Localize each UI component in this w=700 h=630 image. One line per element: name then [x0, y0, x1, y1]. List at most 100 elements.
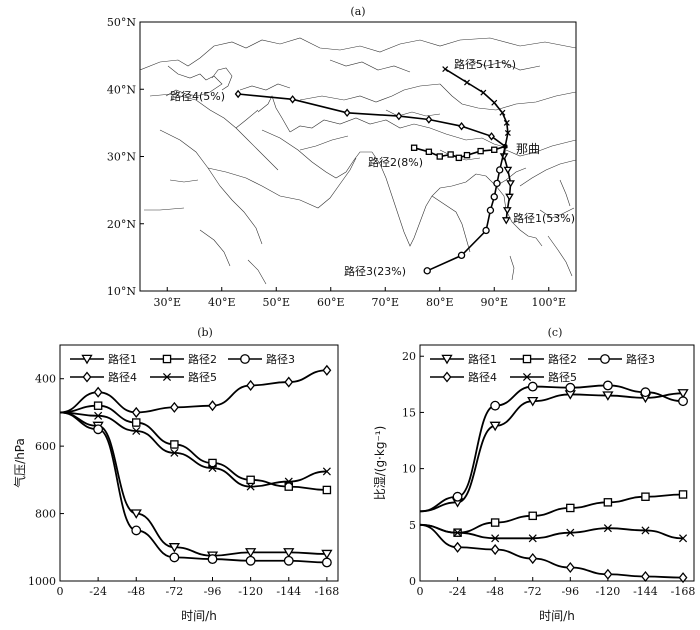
y-tick-label: 10	[402, 463, 416, 476]
series-3-point	[321, 557, 332, 568]
x-tick-label: -48	[127, 585, 145, 598]
series-3-point	[565, 382, 576, 393]
legend-label: 路径4	[468, 371, 497, 384]
route-2-marker	[436, 153, 443, 160]
route-4-marker	[395, 111, 403, 121]
series-4-point	[678, 572, 688, 584]
series-4-point	[641, 570, 650, 583]
legend-marker	[81, 354, 93, 365]
series-3-point	[169, 552, 180, 563]
lat-tick-label: 40°N	[107, 83, 136, 96]
map-panel: (a)	[107, 5, 577, 309]
series-3-point	[131, 525, 142, 536]
legend-marker	[441, 354, 453, 365]
route-3-marker	[490, 193, 498, 201]
route-2-marker	[463, 151, 471, 159]
lon-tick-label: 30°E	[153, 296, 181, 309]
humidity-panel-label: (c)	[548, 326, 563, 339]
route-2-marker	[455, 154, 463, 162]
lon-tick-label: 70°E	[371, 296, 399, 309]
lon-tick-label: 60°E	[317, 296, 345, 309]
series-2-point	[528, 511, 537, 521]
series-3-point	[678, 396, 688, 407]
route-4-marker	[425, 115, 433, 124]
series-line-3	[419, 384, 684, 513]
series-2-point	[208, 458, 217, 468]
series-line-5	[419, 523, 684, 540]
series-5-point	[603, 524, 612, 533]
series-5-point	[491, 534, 500, 543]
pressure-x-axis-label: 时间/h	[181, 609, 217, 623]
series-2-point	[132, 418, 141, 427]
route-4-marker	[343, 108, 351, 118]
x-tick-label: -96	[561, 585, 579, 598]
route-3-marker	[493, 179, 501, 188]
route-3-marker	[457, 251, 466, 260]
map-panel-label: (a)	[350, 5, 365, 18]
series-3-point	[640, 387, 651, 398]
series-line-5	[59, 411, 327, 488]
x-tick-label: -72	[524, 585, 542, 598]
series-2-point	[170, 440, 179, 449]
legend-marker	[162, 372, 172, 382]
series-5-point	[322, 467, 331, 476]
y-tick-label: 15	[402, 406, 416, 419]
x-tick-label: -120	[596, 585, 621, 598]
route-1-marker	[506, 180, 515, 188]
route-2-marker	[477, 147, 484, 155]
y-tick-label: 600	[35, 440, 56, 453]
lon-tick-label: 40°E	[208, 296, 236, 309]
series-5-point	[132, 426, 141, 435]
series-5-point	[453, 528, 462, 537]
pressure-y-axis-label: 气压/hPa	[12, 438, 27, 488]
legend-label: 路径4	[108, 371, 137, 384]
route-4-marker	[234, 89, 242, 99]
series-2-point	[284, 482, 294, 491]
series-4-point	[284, 376, 294, 388]
series-1-point	[527, 396, 539, 407]
humidity-plot-frame	[419, 344, 695, 582]
series-3-point	[245, 555, 256, 566]
legend-marker	[162, 354, 172, 364]
legend-marker	[522, 372, 532, 382]
legend-label: 路径5	[188, 371, 217, 384]
humidity-axes: 0 -24 -48 -72 -96 -120 -144 -168 0 5 10 15 20	[402, 350, 695, 598]
station-point	[502, 143, 508, 149]
series-2-point	[641, 492, 650, 501]
lat-tick-label: 30°N	[107, 151, 136, 164]
series-1-point	[244, 548, 257, 558]
legend-label: 路径1	[468, 353, 497, 366]
route-5-marker	[504, 129, 511, 136]
series-4-point	[246, 379, 256, 391]
series-4-point	[528, 552, 538, 565]
x-tick-label: -120	[238, 585, 263, 598]
series-5-point	[94, 411, 103, 420]
series-2-point	[566, 503, 575, 513]
legend-label: 路径2	[188, 353, 217, 366]
series-2-point	[322, 485, 332, 495]
series-5-point	[528, 534, 537, 543]
legend-marker	[442, 371, 452, 383]
series-5-point	[641, 526, 650, 535]
pressure-chart-panel: (b) 0 -24 -48 -72 -96 -120 -144 -168 400 600 800 10…	[12, 326, 339, 623]
series-3-point	[207, 554, 218, 565]
lon-tick-label: 100°E	[531, 296, 566, 309]
series-3-point	[283, 555, 294, 566]
series-5-point	[170, 448, 179, 457]
x-tick-label: -48	[486, 585, 504, 598]
series-5-point	[208, 464, 217, 473]
legend-label: 路径3	[626, 353, 655, 366]
series-3-point	[490, 400, 501, 411]
route-line-5	[444, 68, 509, 147]
x-tick-label: -144	[633, 585, 658, 598]
x-tick-label: -144	[276, 585, 301, 598]
x-tick-label: -24	[89, 585, 107, 598]
series-2-point	[246, 475, 255, 485]
humidity-chart-panel: (c) 0 -24 -48 -72 -96 -120 -144 -168 0 5 10 15 20 路径…	[372, 326, 695, 623]
series-4-point	[169, 401, 179, 413]
route-line-4	[238, 93, 506, 148]
route-label-3: 路径3(23%)	[344, 265, 406, 278]
route-5-marker	[480, 89, 487, 96]
route-label-4: 路径4(5%)	[170, 90, 225, 103]
